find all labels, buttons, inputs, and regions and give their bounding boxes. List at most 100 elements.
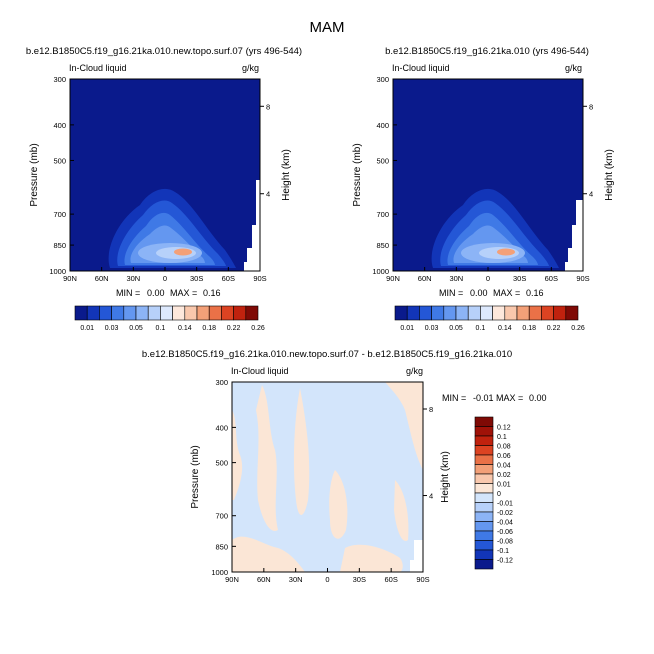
panel-2-level-0.14 bbox=[497, 248, 515, 256]
colorbar-label: 0.12 bbox=[497, 425, 511, 432]
y-tick-label: 1000 bbox=[372, 267, 389, 276]
panel-1-title: b.e12.B1850C5.f19_g16.21ka.010.new.topo.… bbox=[26, 46, 302, 57]
colorbar-label: 0.05 bbox=[449, 325, 463, 332]
colorbar-label: 0.18 bbox=[522, 325, 536, 332]
y-tick-label: 700 bbox=[376, 210, 389, 219]
colorbar-swatch bbox=[474, 511, 494, 522]
colorbar-label: -0.01 bbox=[497, 501, 513, 508]
colorbar-swatch bbox=[474, 521, 494, 532]
panel-2-max-label: MAX = bbox=[493, 288, 520, 298]
y-tick-label: 1000 bbox=[49, 267, 66, 276]
panel-2-right-string: g/kg bbox=[565, 63, 582, 73]
panel-3-right-string: g/kg bbox=[406, 366, 423, 376]
panel-3-min-value: -0.01 bbox=[473, 393, 494, 403]
panel-2-missing-topo-4 bbox=[565, 262, 583, 271]
colorbar-label: 0.1 bbox=[497, 434, 507, 441]
colorbar-swatch bbox=[147, 305, 161, 321]
colorbar-label: 0.1 bbox=[156, 325, 166, 332]
panel-3-colorbar-labels: 0.12 0.1 0.08 0.06 0.04 0.02 0.01 0 -0.01 -0.02 -0… bbox=[497, 425, 513, 565]
panel-2-y-label: Pressure (mb) bbox=[352, 143, 363, 206]
x-tick-label: 30S bbox=[513, 274, 526, 283]
panel-1-colorbar bbox=[74, 305, 259, 321]
panel-3-missing-topo-1 bbox=[414, 540, 423, 572]
colorbar-swatch bbox=[135, 305, 149, 321]
panel-3-x-ticks: 90N 60N 30N 0 30S 60S 90S bbox=[225, 568, 430, 584]
panel-1-y-label: Pressure (mb) bbox=[29, 143, 40, 206]
colorbar-swatch bbox=[99, 305, 112, 321]
x-tick-label: 60N bbox=[257, 575, 271, 584]
panel-1-missing-topo-4 bbox=[244, 262, 260, 271]
colorbar-label: 0.18 bbox=[202, 325, 216, 332]
panel-2: b.e12.B1850C5.f19_g16.21ka.010 (yrs 496-… bbox=[352, 46, 615, 332]
panel-3-title: b.e12.B1850C5.f19_g16.21ka.010.new.topo.… bbox=[142, 349, 512, 360]
panel-2-colorbar-labels: 0.01 0.03 0.05 0.1 0.14 0.18 0.22 0.26 bbox=[400, 325, 585, 332]
panel-3-y-label-right: Height (km) bbox=[440, 451, 451, 503]
panel-2-title: b.e12.B1850C5.f19_g16.21ka.010 (yrs 496-… bbox=[385, 46, 589, 57]
panel-2-min-label: MIN = bbox=[439, 288, 463, 298]
colorbar-label: 0.26 bbox=[251, 325, 265, 332]
height-tick-label: 8 bbox=[429, 405, 433, 414]
panel-3-positive-patch-4 bbox=[293, 388, 310, 515]
colorbar-swatch bbox=[455, 305, 469, 321]
panel-2-plot-area bbox=[392, 78, 584, 272]
colorbar-swatch bbox=[474, 540, 494, 551]
panel-1-right-ticks: 84 bbox=[260, 102, 270, 199]
colorbar-label: 0.03 bbox=[425, 325, 439, 332]
panel-3-positive-patch-1 bbox=[232, 536, 305, 572]
colorbar-swatch bbox=[245, 305, 259, 321]
panel-3-positive-patch-8 bbox=[394, 480, 409, 541]
colorbar-swatch bbox=[406, 305, 420, 321]
colorbar-swatch bbox=[528, 305, 542, 321]
y-tick-label: 1000 bbox=[211, 568, 228, 577]
colorbar-swatch bbox=[474, 473, 494, 484]
colorbar-label: 0.05 bbox=[129, 325, 143, 332]
height-tick-label: 8 bbox=[266, 102, 270, 111]
y-tick-label: 300 bbox=[53, 75, 66, 84]
colorbar-label: 0.22 bbox=[227, 325, 241, 332]
panel-3-colorbar bbox=[474, 416, 494, 570]
panel-3-positive-patch-2 bbox=[232, 410, 243, 500]
panel-3-max-value: 0.00 bbox=[529, 393, 547, 403]
figure-title: MAM bbox=[310, 19, 345, 36]
x-tick-label: 60N bbox=[95, 274, 109, 283]
colorbar-label: 0.22 bbox=[547, 325, 561, 332]
x-tick-label: 0 bbox=[163, 274, 167, 283]
colorbar-swatch bbox=[394, 305, 408, 321]
panel-3-max-label: MAX = bbox=[496, 393, 523, 403]
x-tick-label: 30N bbox=[289, 575, 303, 584]
panel-3-plot-area bbox=[231, 381, 424, 573]
colorbar-label: 0.14 bbox=[178, 325, 192, 332]
colorbar-swatch bbox=[474, 445, 494, 456]
y-tick-label: 300 bbox=[215, 378, 228, 387]
x-tick-label: 90S bbox=[416, 575, 429, 584]
panel-3-right-ticks: 84 bbox=[423, 405, 433, 501]
colorbar-label: -0.1 bbox=[497, 548, 509, 555]
y-tick-label: 300 bbox=[376, 75, 389, 84]
colorbar-swatch bbox=[74, 305, 88, 321]
colorbar-label: 0.01 bbox=[400, 325, 414, 332]
panel-3-positive-patch-6 bbox=[340, 544, 403, 572]
colorbar-swatch bbox=[431, 305, 445, 321]
colorbar-swatch bbox=[123, 305, 137, 321]
x-tick-label: 60S bbox=[222, 274, 235, 283]
x-tick-label: 90S bbox=[253, 274, 266, 283]
y-tick-label: 400 bbox=[376, 121, 389, 130]
panel-2-x-ticks: 90N 60N 30N 0 30S 60S 90S bbox=[386, 267, 590, 283]
colorbar-swatch bbox=[474, 464, 494, 475]
colorbar-swatch bbox=[196, 305, 210, 321]
panel-1-left-string: In-Cloud liquid bbox=[69, 63, 127, 73]
y-tick-label: 850 bbox=[215, 542, 228, 551]
panel-3-missing-topo-2 bbox=[410, 560, 423, 572]
panel-1-max-value: 0.16 bbox=[203, 288, 221, 298]
panel-1-colorbar-labels: 0.01 0.03 0.05 0.1 0.14 0.18 0.22 0.26 bbox=[80, 325, 265, 332]
panel-3-y-label: Pressure (mb) bbox=[190, 445, 201, 508]
panel-3-positive-patch-7 bbox=[385, 382, 423, 470]
colorbar-swatch bbox=[541, 305, 554, 321]
colorbar-swatch bbox=[474, 559, 494, 570]
colorbar-swatch bbox=[474, 426, 494, 437]
colorbar-label: 0.04 bbox=[497, 463, 511, 470]
x-tick-label: 60S bbox=[545, 274, 558, 283]
x-tick-label: 90N bbox=[225, 575, 239, 584]
panel-2-max-value: 0.16 bbox=[526, 288, 544, 298]
